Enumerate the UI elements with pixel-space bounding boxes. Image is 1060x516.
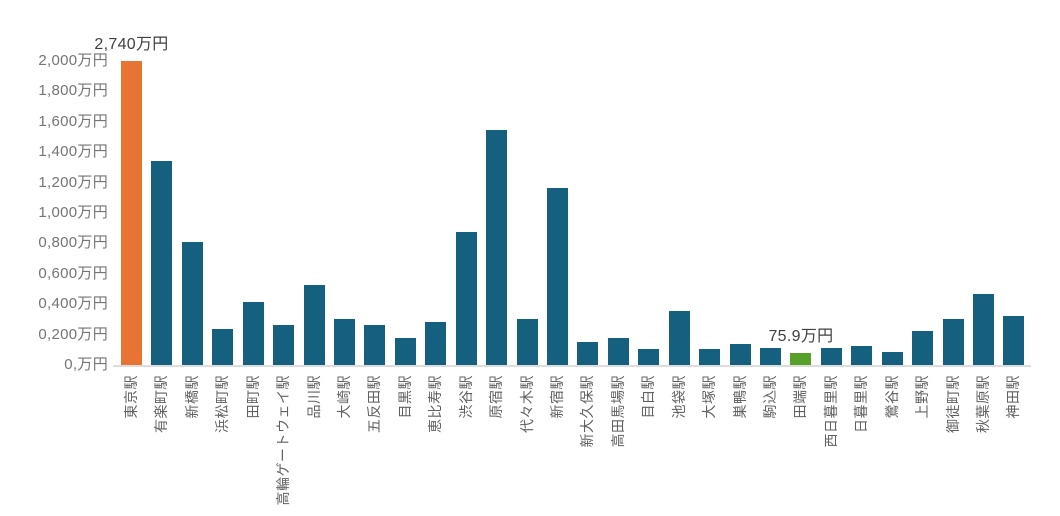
x-axis-label: 日暮里駅 xyxy=(853,375,870,433)
bar xyxy=(121,61,142,365)
x-axis-label: 巣鴨駅 xyxy=(731,375,748,419)
bar xyxy=(760,347,782,365)
x-axis-label: 駒込駅 xyxy=(762,375,779,419)
x-axis-label: 新大久保駅 xyxy=(579,375,596,448)
x-axis-label: 新宿駅 xyxy=(549,375,566,419)
bar xyxy=(547,187,569,365)
bar xyxy=(973,294,995,365)
x-axis-label: 渋谷駅 xyxy=(457,375,474,419)
min-value-label: 75.9万円 xyxy=(768,328,834,346)
x-axis-label: 田端駅 xyxy=(792,375,809,419)
bar xyxy=(820,347,842,365)
bar xyxy=(303,285,325,365)
bar xyxy=(607,337,629,365)
x-axis-label: 田町駅 xyxy=(244,375,261,419)
x-axis-label: 御徒町駅 xyxy=(944,375,961,433)
x-axis-label: 秋葉原駅 xyxy=(975,375,992,433)
x-axis-label: 上野駅 xyxy=(914,375,931,419)
bar xyxy=(212,328,234,365)
bar xyxy=(881,352,903,365)
bar xyxy=(516,318,538,365)
x-axis-label: 目白駅 xyxy=(640,375,657,419)
y-axis-tick-label: 0,800万円 xyxy=(38,234,108,252)
x-axis-label: 新橋駅 xyxy=(183,375,200,419)
bar xyxy=(486,130,508,365)
y-axis-tick-label: 0,400万円 xyxy=(38,295,108,313)
x-axis-label: 代々木駅 xyxy=(518,375,535,433)
y-axis-tick-label: 1,800万円 xyxy=(38,82,108,100)
bar xyxy=(425,321,447,365)
x-axis-label: 神田駅 xyxy=(1005,375,1022,419)
x-axis-label: 大崎駅 xyxy=(336,375,352,419)
x-axis-label: 鶯谷駅 xyxy=(883,375,900,419)
bar xyxy=(273,324,295,365)
x-axis-label: 目黒駅 xyxy=(396,375,413,419)
bar xyxy=(242,301,264,365)
bar xyxy=(851,346,873,365)
bar xyxy=(455,232,477,365)
x-axis-label: 高田馬場駅 xyxy=(609,375,626,448)
y-axis-tick-label: 1,200万円 xyxy=(38,173,108,191)
x-axis-label: 池袋駅 xyxy=(670,375,687,419)
bar xyxy=(638,349,660,365)
y-axis-tick-label: 1,000万円 xyxy=(38,204,108,221)
bar xyxy=(699,349,721,365)
bar xyxy=(334,319,355,365)
x-axis-label: 有楽町駅 xyxy=(153,375,170,433)
x-axis-label: 原宿駅 xyxy=(488,375,505,419)
bar xyxy=(151,161,173,365)
bar xyxy=(577,342,599,365)
y-axis-tick-label: 0,600万円 xyxy=(38,264,108,282)
x-axis-label: 東京駅 xyxy=(123,375,139,419)
bar xyxy=(729,343,751,365)
y-axis-tick-label: 1,600万円 xyxy=(38,112,108,130)
y-axis-tick-label: 2,000万円 xyxy=(38,52,108,69)
y-axis-tick-label: 0,200万円 xyxy=(38,325,108,343)
bar xyxy=(668,311,690,365)
bar xyxy=(1003,316,1025,365)
max-value-label: 2,740万円 xyxy=(94,36,169,53)
x-axis-label: 浜松町駅 xyxy=(214,375,231,433)
x-axis-line xyxy=(113,365,1031,367)
bar xyxy=(912,330,934,365)
y-axis-tick-label: 0,万円 xyxy=(64,356,108,373)
x-axis-label: 品川駅 xyxy=(305,375,322,419)
bar xyxy=(942,318,964,365)
x-axis-label: 高輪ゲートウェイ駅 xyxy=(275,375,292,506)
y-axis-tick-label: 1,400万円 xyxy=(38,143,108,161)
x-axis-label: 五反田駅 xyxy=(366,375,383,433)
bar xyxy=(364,325,386,365)
bar xyxy=(181,241,203,365)
bar xyxy=(790,353,812,365)
bar xyxy=(394,337,416,365)
x-axis-label: 大塚駅 xyxy=(701,375,718,419)
x-axis-label: 西日暮里駅 xyxy=(822,375,839,448)
x-axis-label: 恵比寿駅 xyxy=(427,375,444,433)
